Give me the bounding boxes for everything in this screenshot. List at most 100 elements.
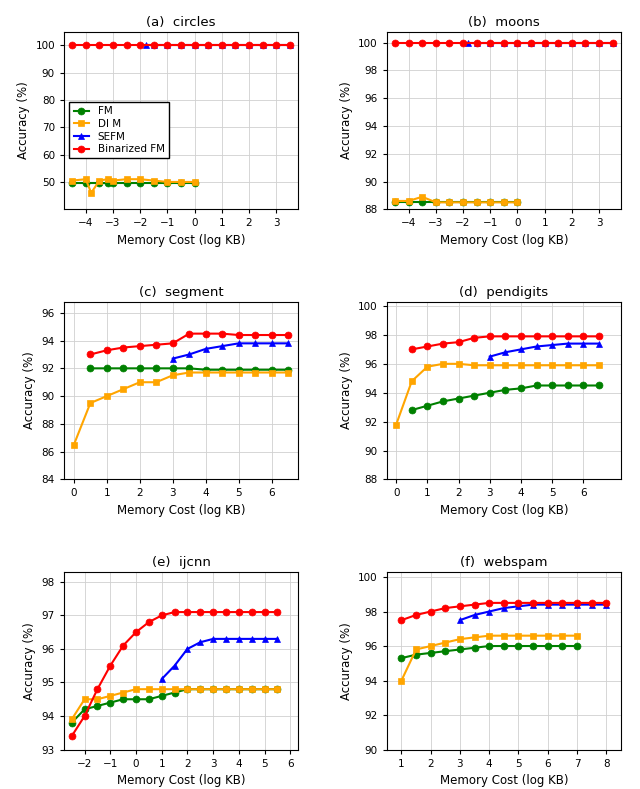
DI M xyxy=(136,174,144,184)
SEFM xyxy=(532,342,540,351)
DI M xyxy=(119,688,127,697)
DI M xyxy=(202,368,209,377)
Line: Binarized FM: Binarized FM xyxy=(68,42,293,49)
Line: FM: FM xyxy=(398,642,580,661)
Binarized FM xyxy=(273,40,280,50)
DI M xyxy=(158,685,166,694)
Line: SEFM: SEFM xyxy=(169,340,292,362)
Binarized FM xyxy=(439,338,447,348)
FM xyxy=(145,694,153,704)
Binarized FM xyxy=(136,342,143,351)
DI M xyxy=(412,645,420,654)
SEFM xyxy=(515,601,522,611)
DI M xyxy=(103,391,111,401)
Binarized FM xyxy=(582,38,589,47)
FM xyxy=(235,685,243,694)
Binarized FM xyxy=(177,40,185,50)
Binarized FM xyxy=(527,38,535,47)
FM xyxy=(404,197,412,207)
FM xyxy=(109,178,117,188)
SEFM xyxy=(609,38,616,47)
DI M xyxy=(502,361,509,370)
SEFM xyxy=(588,600,595,609)
DI M xyxy=(391,196,399,206)
Line: FM: FM xyxy=(68,180,198,187)
SEFM xyxy=(232,40,239,50)
DI M xyxy=(209,685,217,694)
Binarized FM xyxy=(86,350,94,359)
FM xyxy=(248,685,255,694)
Line: Binarized FM: Binarized FM xyxy=(398,600,610,623)
Binarized FM xyxy=(459,38,467,47)
DI M xyxy=(132,685,140,694)
FM xyxy=(439,397,447,406)
Binarized FM xyxy=(93,685,101,694)
FM xyxy=(158,691,166,701)
Line: Binarized FM: Binarized FM xyxy=(87,330,292,358)
DI M xyxy=(284,368,292,377)
Binarized FM xyxy=(432,38,440,47)
SEFM xyxy=(473,38,481,47)
FM xyxy=(218,365,226,375)
FM xyxy=(564,381,572,391)
DI M xyxy=(70,440,77,450)
FM xyxy=(412,650,420,660)
Title: (c)  segment: (c) segment xyxy=(139,286,223,299)
SEFM xyxy=(252,338,259,348)
DI M xyxy=(273,685,281,694)
DI M xyxy=(186,368,193,377)
DI M xyxy=(82,174,90,184)
SEFM xyxy=(248,634,255,644)
SEFM xyxy=(500,38,508,47)
DI M xyxy=(120,384,127,394)
SEFM xyxy=(595,38,603,47)
DI M xyxy=(442,638,449,647)
Binarized FM xyxy=(103,346,111,355)
FM xyxy=(456,645,464,654)
Binarized FM xyxy=(158,611,166,620)
X-axis label: Memory Cost (log KB): Memory Cost (log KB) xyxy=(116,234,245,247)
SEFM xyxy=(559,600,566,609)
FM xyxy=(95,178,103,188)
Binarized FM xyxy=(580,331,588,341)
DI M xyxy=(445,197,453,207)
SEFM xyxy=(527,38,535,47)
Binarized FM xyxy=(136,40,144,50)
DI M xyxy=(109,176,117,185)
FM xyxy=(517,383,525,393)
SEFM xyxy=(273,40,280,50)
X-axis label: Memory Cost (log KB): Memory Cost (log KB) xyxy=(440,774,568,787)
Binarized FM xyxy=(573,598,580,608)
SEFM xyxy=(196,638,204,647)
DI M xyxy=(432,197,440,207)
DI M xyxy=(573,631,580,641)
DI M xyxy=(93,694,101,704)
DI M xyxy=(222,685,230,694)
DI M xyxy=(150,176,157,185)
Binarized FM xyxy=(235,608,243,617)
DI M xyxy=(455,359,463,368)
FM xyxy=(106,698,114,708)
FM xyxy=(445,197,453,207)
SEFM xyxy=(204,40,212,50)
FM xyxy=(573,641,580,651)
FM xyxy=(559,641,566,651)
DI M xyxy=(470,361,478,370)
DI M xyxy=(177,178,185,187)
DI M xyxy=(459,197,467,207)
Binarized FM xyxy=(164,40,172,50)
SEFM xyxy=(222,634,230,644)
FM xyxy=(191,178,198,188)
SEFM xyxy=(544,600,552,609)
Title: (b)  moons: (b) moons xyxy=(468,16,540,29)
FM xyxy=(93,701,101,711)
FM xyxy=(419,197,426,207)
Binarized FM xyxy=(595,38,603,47)
Binarized FM xyxy=(588,598,595,608)
DI M xyxy=(500,631,508,641)
DI M xyxy=(268,368,275,377)
Binarized FM xyxy=(609,38,616,47)
DI M xyxy=(392,420,400,429)
Binarized FM xyxy=(470,333,478,342)
FM xyxy=(455,394,463,403)
